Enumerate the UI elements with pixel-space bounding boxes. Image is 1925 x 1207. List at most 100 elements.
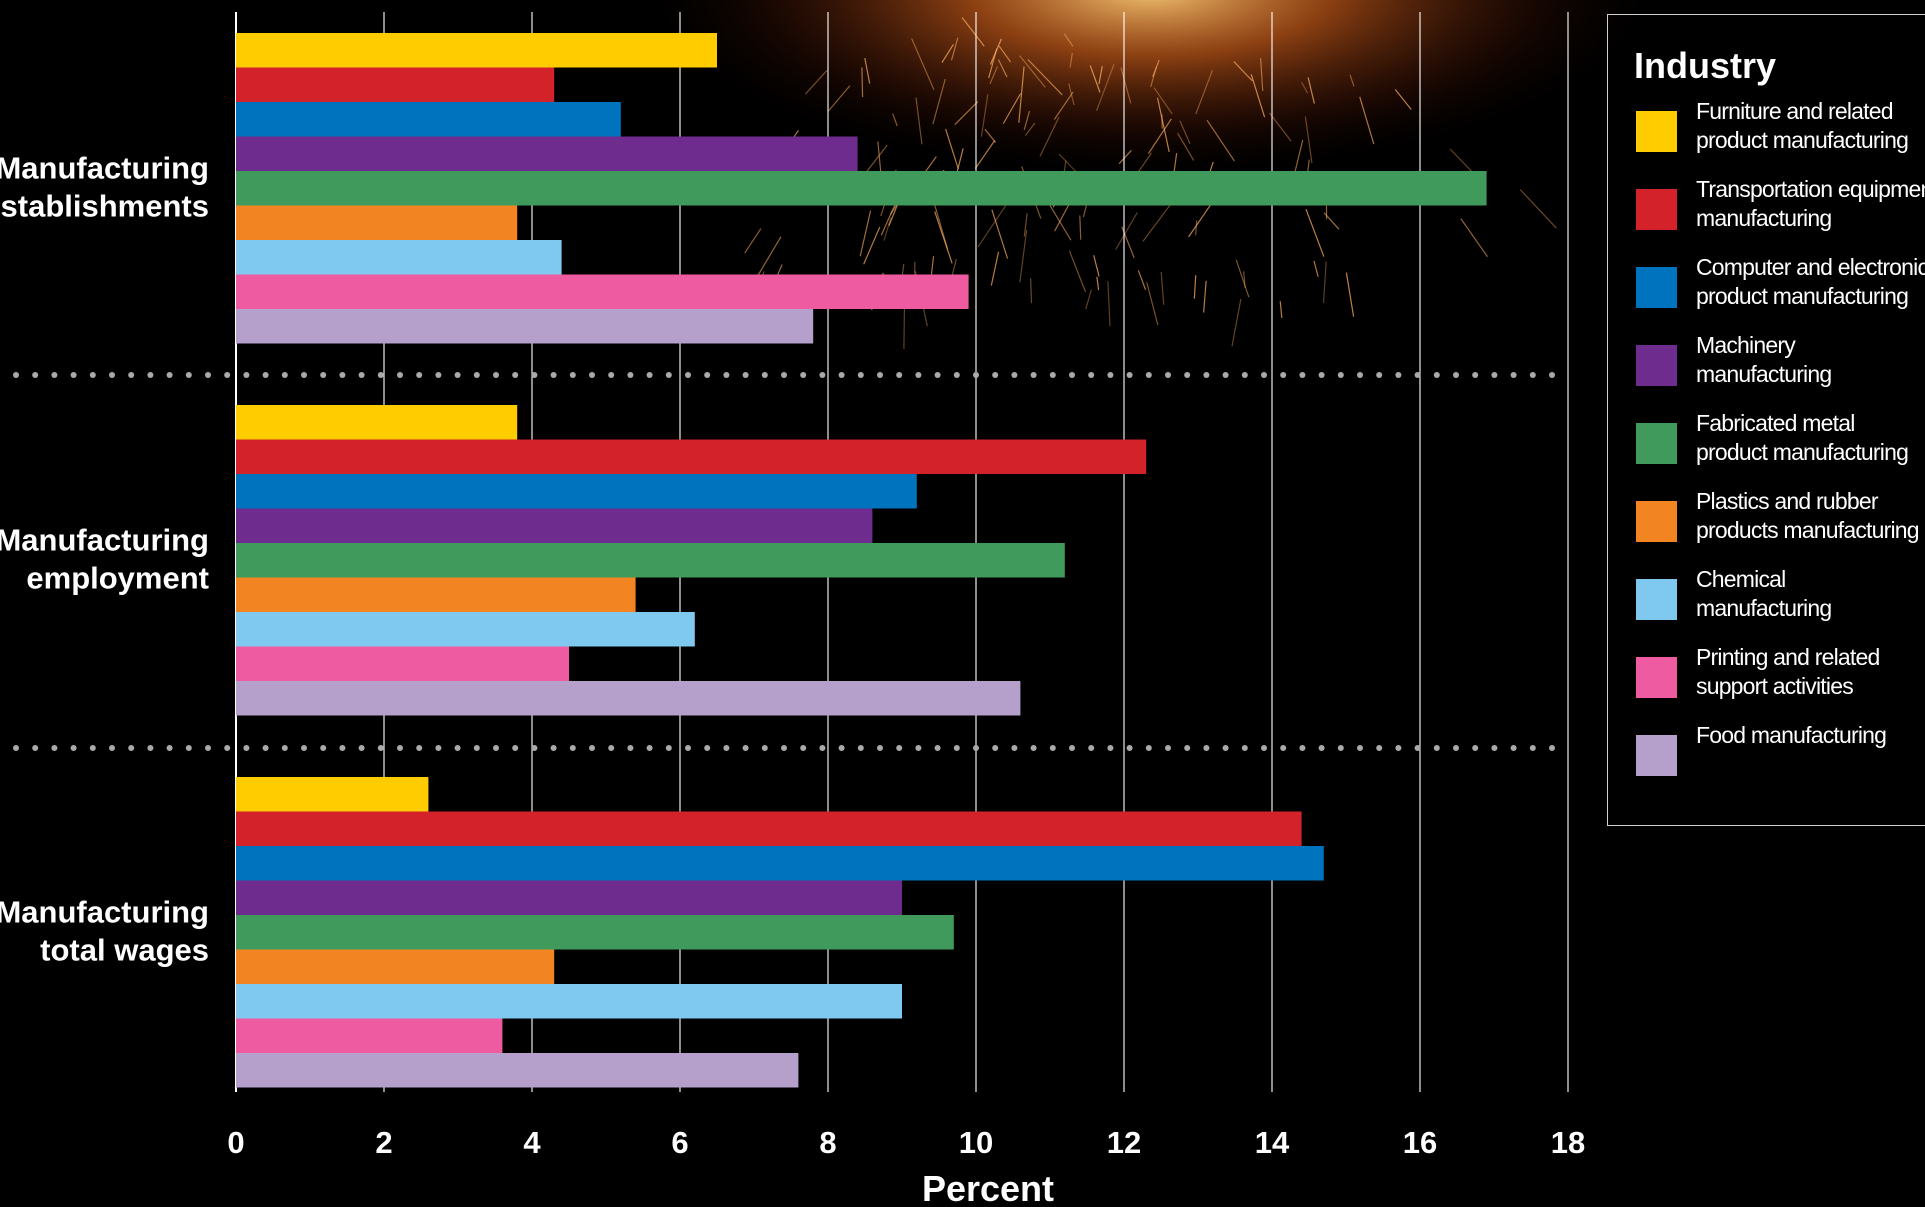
separator-dot <box>435 745 442 751</box>
spark <box>883 217 892 241</box>
legend-label-line: Printing and related <box>1696 644 1880 670</box>
spark <box>861 67 864 98</box>
spark <box>744 228 762 254</box>
legend-label: Chemical manufacturing <box>1696 565 1925 623</box>
legend-label: Fabricated metal product manufacturing <box>1696 409 1925 467</box>
separator-dot <box>377 372 384 378</box>
separator-dot <box>1376 372 1383 378</box>
separator-dot <box>166 745 173 751</box>
spark <box>1137 270 1147 291</box>
separator-dot <box>550 372 557 378</box>
legend-item: Food manufacturing <box>1636 721 1925 791</box>
legend-label-line: Furniture and related <box>1696 98 1894 124</box>
separator-dot <box>1049 372 1056 378</box>
separator-dot <box>665 745 672 751</box>
x-tick-label: 2 <box>375 1125 392 1160</box>
separator-dot <box>1549 372 1555 378</box>
legend-swatch <box>1636 111 1677 152</box>
separator-dot <box>109 372 115 378</box>
separator-dot <box>1529 372 1536 378</box>
spark <box>998 45 1012 63</box>
spark <box>1039 116 1060 157</box>
separator-dot <box>13 745 19 751</box>
spark <box>1093 255 1100 277</box>
separator-dot <box>934 745 941 751</box>
separator-dot <box>877 745 883 751</box>
separator-dot <box>608 745 615 751</box>
spark <box>1304 116 1313 164</box>
spark <box>989 66 998 84</box>
bar <box>236 405 518 440</box>
spark <box>1142 204 1171 242</box>
glow <box>630 0 1670 180</box>
separator-dot <box>646 372 653 378</box>
separator-dot <box>435 372 442 378</box>
separator-dot <box>339 372 346 378</box>
spark <box>945 128 959 170</box>
separator-dot <box>128 372 135 378</box>
spark <box>1260 58 1264 91</box>
separator-dot <box>454 372 461 378</box>
bar <box>236 205 518 240</box>
legend-label-line: Chemical <box>1696 566 1786 592</box>
separator-dot <box>1145 745 1152 751</box>
spark <box>1079 215 1082 240</box>
separator-dot <box>742 745 749 751</box>
separator-dot <box>1337 372 1344 378</box>
spark <box>954 101 979 126</box>
legend-swatch <box>1636 423 1677 464</box>
separator-dot <box>1241 372 1248 378</box>
separator-dot <box>262 745 269 751</box>
spark <box>1030 278 1033 304</box>
separator-dot <box>377 745 384 751</box>
bar <box>236 915 954 950</box>
separator-dot <box>1414 745 1421 751</box>
separator-dot <box>147 372 154 378</box>
separator-dot <box>589 745 595 751</box>
separator-dot <box>819 372 826 378</box>
spark <box>864 57 871 84</box>
separator-dot <box>166 372 173 378</box>
separator-dot <box>512 745 519 751</box>
x-tick-labels: 0 2 4 6 8 10 12 14 16 18 <box>227 1125 1585 1160</box>
separator-dot <box>493 372 499 378</box>
spark <box>932 78 946 125</box>
separator-dot <box>147 745 154 751</box>
separator-dot <box>51 745 58 751</box>
separator-dot <box>1069 745 1075 751</box>
spark <box>961 17 985 47</box>
bar <box>236 474 917 509</box>
separator-dot <box>1280 745 1287 751</box>
spark <box>1322 261 1327 304</box>
bar <box>236 681 1021 716</box>
spark <box>990 251 1000 286</box>
separator-dot <box>953 372 960 378</box>
spark <box>997 59 1008 78</box>
separator-dot <box>243 745 250 751</box>
spark <box>1107 281 1111 327</box>
group-label: Manufacturing <box>0 522 209 557</box>
spark <box>892 113 898 127</box>
legend-label: Computer and electronic product manufactu… <box>1696 253 1925 311</box>
separator-dot <box>800 745 807 751</box>
spark <box>1269 112 1292 142</box>
spark <box>827 85 851 112</box>
spark <box>805 69 828 95</box>
spark-background <box>630 0 1670 350</box>
separator-dot <box>473 372 480 378</box>
separator-dot <box>1030 372 1037 378</box>
bar <box>236 439 1147 474</box>
separator-dot <box>761 745 768 751</box>
x-tick-label: 12 <box>1107 1125 1141 1160</box>
separator-dot <box>70 372 77 378</box>
spark <box>1085 289 1092 310</box>
separator-dot <box>281 372 288 378</box>
legend-label-line: products manufacturing <box>1696 517 1920 543</box>
legend-label: Food manufacturing <box>1696 721 1925 750</box>
legend-label-line: product manufacturing <box>1696 127 1909 153</box>
separator-dot <box>1126 745 1133 751</box>
separator-dot <box>627 745 634 751</box>
separator-dot <box>301 745 307 751</box>
spark <box>1115 212 1138 250</box>
spark <box>1349 74 1355 87</box>
